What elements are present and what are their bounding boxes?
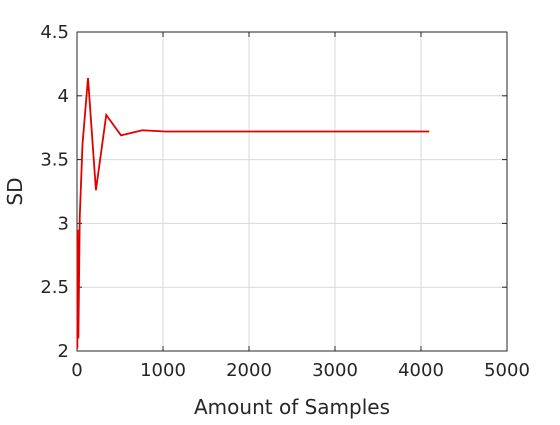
series-layer — [76, 77, 430, 349]
y-tick-label: 4.5 — [40, 22, 69, 43]
plot-area — [76, 31, 508, 352]
y-tick-label: 3.5 — [40, 150, 69, 171]
grid-lines — [76, 31, 508, 352]
x-tick-label: 2000 — [226, 360, 272, 381]
ticks: 0 1000 2000 3000 4000 5000 2 2.5 3 3.5 4 4.5 — [40, 22, 530, 381]
x-tick-label: 1000 — [140, 360, 186, 381]
y-axis-label: SD — [3, 177, 27, 205]
y-tick-label: 2.5 — [40, 277, 69, 298]
y-tick-label: 3 — [58, 213, 69, 234]
y-tick-label: 2 — [58, 341, 69, 362]
y-tick-label: 4 — [58, 86, 69, 107]
x-tick-label: 5000 — [484, 360, 530, 381]
series-line — [76, 77, 430, 349]
x-axis-label: Amount of Samples — [194, 395, 390, 419]
x-tick-label: 0 — [71, 360, 82, 381]
x-tick-label: 3000 — [312, 360, 358, 381]
x-tick-label: 4000 — [398, 360, 444, 381]
